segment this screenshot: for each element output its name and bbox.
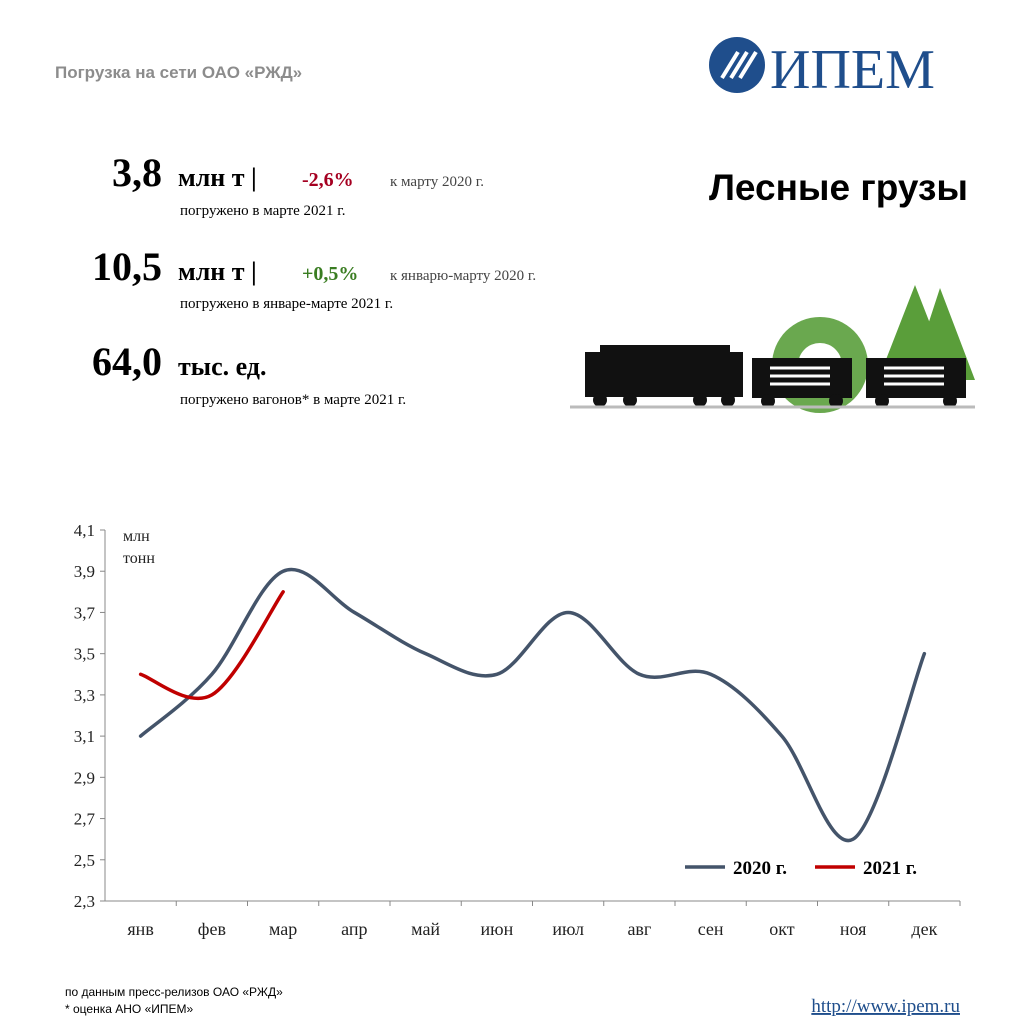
stat-note: погружено в марте 2021 г. xyxy=(180,203,346,219)
x-tick-label: дек xyxy=(911,919,937,939)
footer-note: по данным пресс-релизов ОАО «РЖД» xyxy=(65,985,283,999)
locomotive-roof xyxy=(600,345,730,355)
locomotive xyxy=(585,352,743,397)
logo-stripes xyxy=(720,50,758,80)
stat-unit: млн т | xyxy=(178,257,257,286)
y-tick-label: 3,5 xyxy=(74,645,95,664)
x-tick-label: июн xyxy=(481,919,514,939)
subject-title: Лесные грузы xyxy=(709,167,968,208)
trees xyxy=(880,285,975,380)
stat-note: погружено вагонов* в марте 2021 г. xyxy=(180,392,406,408)
footer-url[interactable]: http://www.ipem.ru xyxy=(811,996,960,1017)
y-tick-label: 2,5 xyxy=(74,851,95,870)
chart: млн тонн 2,3 2,5 2,7 2,9 3,1 3,3 3,5 3,7 3,9 4,1 я… xyxy=(74,521,961,939)
y-unit: млн xyxy=(123,528,150,545)
x-tick-label: ноя xyxy=(840,919,867,939)
x-tick-label: мар xyxy=(269,919,297,939)
stat-compare: к январю-марту 2020 г. xyxy=(390,268,536,284)
legend-label: 2020 г. xyxy=(733,858,787,879)
y-tick-label: 2,3 xyxy=(74,892,95,911)
y-tick-label: 3,3 xyxy=(74,686,95,705)
x-tick-label: янв xyxy=(127,919,153,939)
y-tick-label: 2,9 xyxy=(74,768,95,787)
stat-value: 3,8 xyxy=(112,150,162,195)
x-tick-label: май xyxy=(411,919,440,939)
logo: ИПЕМ xyxy=(709,37,935,101)
stat-unit: тыс. ед. xyxy=(178,352,266,381)
x-tick-label: июл xyxy=(552,919,584,939)
stat-value: 10,5 xyxy=(92,244,162,289)
x-tick-label: авг xyxy=(627,919,651,939)
stat-note: погружено в январе-марте 2021 г. xyxy=(180,296,393,312)
stats: 3,8 млн т | -2,6% к марту 2020 г. погруж… xyxy=(92,150,536,408)
wagon xyxy=(752,358,852,398)
y-tick-label: 4,1 xyxy=(74,521,95,540)
train-illustration xyxy=(570,285,975,413)
line-series xyxy=(138,590,285,701)
x-tick-label: сен xyxy=(698,919,724,939)
logo-text: ИПЕМ xyxy=(770,39,935,101)
header-title: Погрузка на сети ОАО «РЖД» xyxy=(55,63,302,82)
wagon-slats xyxy=(770,366,944,386)
x-tick-label: апр xyxy=(341,919,367,939)
line-series xyxy=(138,567,927,843)
stat-value: 64,0 xyxy=(92,339,162,384)
x-tick-label: окт xyxy=(769,919,795,939)
y-tick-label: 3,9 xyxy=(74,562,95,581)
y-tick-label: 3,7 xyxy=(74,603,96,622)
stat-compare: к марту 2020 г. xyxy=(390,174,484,190)
wagon xyxy=(866,358,966,398)
legend-label: 2021 г. xyxy=(863,858,917,879)
y-tick-label: 2,7 xyxy=(74,810,96,829)
x-tick-label: фев xyxy=(198,919,226,939)
footer-note: * оценка АНО «ИПЕМ» xyxy=(65,1002,194,1016)
stat-change: +0,5% xyxy=(302,263,358,285)
stat-change: -2,6% xyxy=(302,169,354,191)
y-tick-label: 3,1 xyxy=(74,727,95,746)
stat-unit: млн т | xyxy=(178,163,257,192)
y-unit: тонн xyxy=(123,550,155,567)
wheels xyxy=(593,393,957,408)
